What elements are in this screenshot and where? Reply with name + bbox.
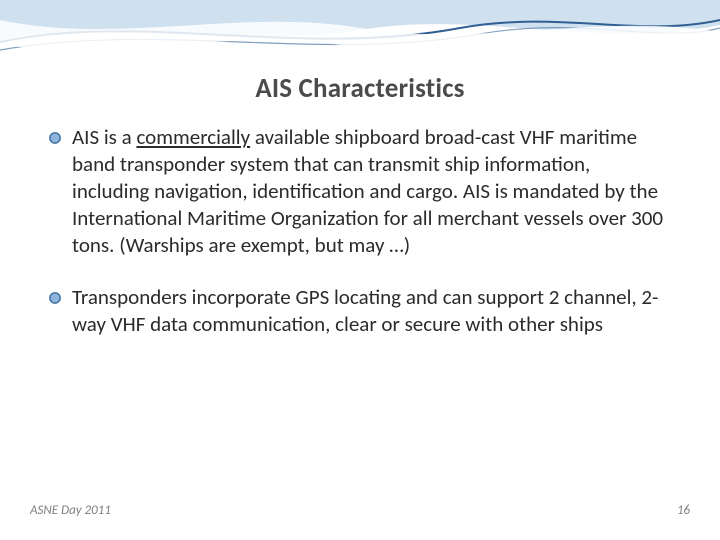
- bullet-text: Transponders incorporate GPS locating an…: [72, 284, 672, 338]
- bullet-item: AIS is a commercially available shipboar…: [48, 124, 672, 258]
- bullet-icon: [48, 291, 62, 305]
- slide-body: AIS Characteristics AIS is a commerciall…: [0, 0, 720, 540]
- page-number: 16: [677, 503, 690, 518]
- bullet-post: Transponders incorporate GPS locating an…: [72, 284, 658, 337]
- bullet-underlined: commercially: [136, 124, 250, 150]
- bullet-item: Transponders incorporate GPS locating an…: [48, 284, 672, 338]
- footer-left: ASNE Day 2011: [30, 503, 111, 518]
- content-area: AIS is a commercially available shipboar…: [48, 124, 672, 364]
- bullet-icon: [48, 131, 62, 145]
- slide-title: AIS Characteristics: [0, 72, 720, 105]
- bullet-pre: AIS is a: [72, 124, 136, 150]
- bullet-text: AIS is a commercially available shipboar…: [72, 124, 672, 258]
